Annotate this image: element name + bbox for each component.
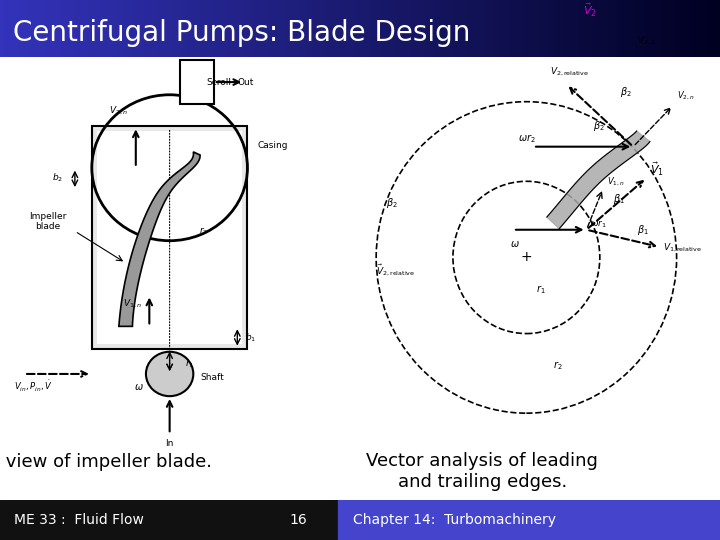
- Text: $b_2$: $b_2$: [53, 171, 63, 184]
- Text: $\omega$: $\omega$: [510, 239, 519, 249]
- Text: $r_2$: $r_2$: [553, 359, 562, 372]
- Bar: [180, 60, 214, 104]
- Text: $\beta_1$: $\beta_1$: [636, 223, 649, 237]
- Text: $\omega r_1$: $\omega r_1$: [590, 218, 606, 230]
- Text: $V_{1,n}$: $V_{1,n}$: [123, 298, 142, 310]
- Text: $\omega r_2$: $\omega r_2$: [518, 132, 535, 145]
- Text: Centrifugal Pumps: Blade Design: Centrifugal Pumps: Blade Design: [13, 19, 470, 47]
- Text: 16: 16: [290, 513, 307, 526]
- Text: $V_{2,n}$: $V_{2,n}$: [109, 105, 128, 117]
- Text: $\beta_2$: $\beta_2$: [386, 195, 398, 210]
- Bar: [0, 500, 338, 540]
- Polygon shape: [547, 131, 650, 228]
- Text: Vector analysis of leading
and trailing edges.: Vector analysis of leading and trailing …: [366, 452, 598, 491]
- Text: $\beta_2$: $\beta_2$: [620, 85, 631, 99]
- Text: $V_{2,1}$: $V_{2,1}$: [636, 35, 655, 46]
- Text: $\vec{V}_{2,\mathrm{relative}}$: $\vec{V}_{2,\mathrm{relative}}$: [376, 263, 415, 279]
- Text: $r_1$: $r_1$: [185, 359, 194, 370]
- Text: $V_{1,n}$: $V_{1,n}$: [606, 176, 624, 188]
- Text: $V_{2,n}$: $V_{2,n}$: [677, 90, 694, 102]
- Text: $V_{2,\mathrm{relative}}$: $V_{2,\mathrm{relative}}$: [550, 65, 589, 78]
- Text: Impeller
blade: Impeller blade: [29, 212, 66, 231]
- Text: Side view of impeller blade.: Side view of impeller blade.: [0, 453, 212, 471]
- Text: ME 33 :  Fluid Flow: ME 33 : Fluid Flow: [14, 513, 144, 526]
- Text: $\vec{V}_2$: $\vec{V}_2$: [583, 2, 597, 19]
- Text: $\beta_1$: $\beta_1$: [613, 192, 625, 206]
- Text: $\omega$: $\omega$: [135, 382, 144, 392]
- Text: $\vec{V}_1$: $\vec{V}_1$: [650, 160, 664, 178]
- Text: In: In: [166, 439, 174, 448]
- Text: Chapter 14:  Turbomachinery: Chapter 14: Turbomachinery: [353, 513, 556, 526]
- Text: Scroll: Scroll: [207, 78, 232, 86]
- Text: Casing: Casing: [258, 141, 288, 150]
- Text: $\beta_2$: $\beta_2$: [593, 119, 605, 133]
- Text: $V_{in}, P_{in}, \dot{V}$: $V_{in}, P_{in}, \dot{V}$: [14, 379, 53, 394]
- Bar: [338, 500, 720, 540]
- Circle shape: [146, 352, 193, 396]
- Bar: [92, 126, 248, 349]
- Text: $V_{1,\mathrm{relative}}$: $V_{1,\mathrm{relative}}$: [663, 242, 702, 254]
- Text: $r_1$: $r_1$: [536, 283, 546, 296]
- Text: +: +: [521, 251, 532, 265]
- Text: $r_2$: $r_2$: [199, 225, 208, 237]
- Text: $b_1$: $b_1$: [246, 331, 256, 344]
- Text: Out: Out: [238, 78, 253, 86]
- Polygon shape: [119, 152, 200, 326]
- Text: Shaft: Shaft: [200, 373, 224, 382]
- Bar: [97, 131, 243, 344]
